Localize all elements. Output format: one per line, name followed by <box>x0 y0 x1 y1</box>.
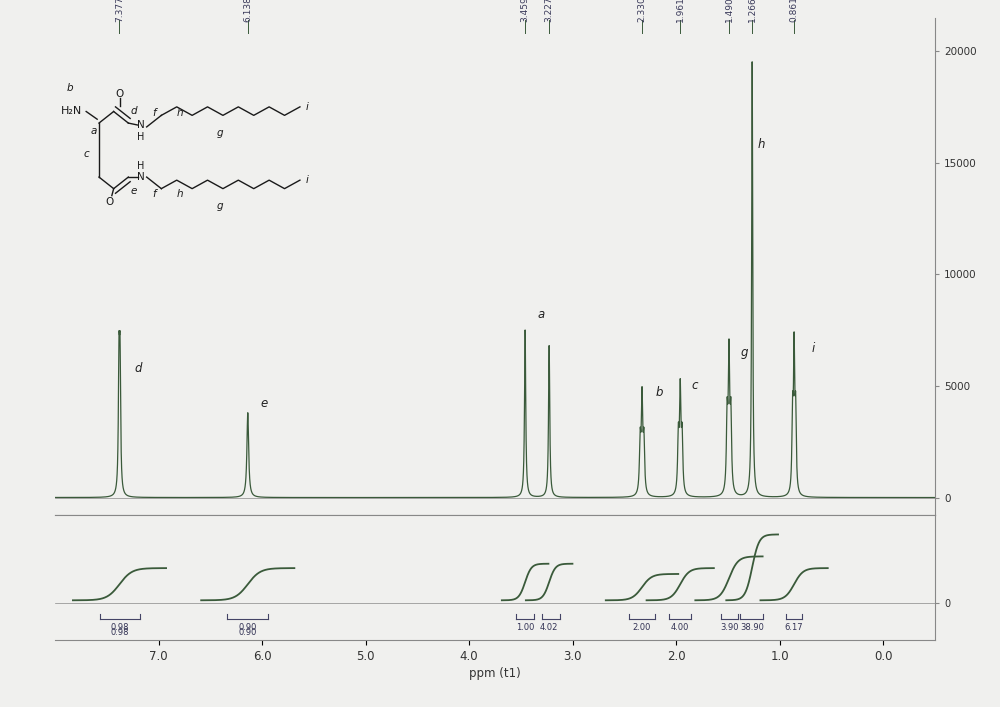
Text: 2.330: 2.330 <box>638 0 647 22</box>
Text: g: g <box>741 346 748 359</box>
Text: 4.00: 4.00 <box>671 624 689 633</box>
Text: 7.377: 7.377 <box>115 0 124 22</box>
Text: 1.266: 1.266 <box>748 0 757 22</box>
Text: 6.138: 6.138 <box>243 0 252 22</box>
Text: 0.90: 0.90 <box>239 628 257 637</box>
Text: 6.17: 6.17 <box>785 624 803 633</box>
Text: 0.98: 0.98 <box>110 628 129 637</box>
Text: 3.90: 3.90 <box>720 624 739 633</box>
Text: 0.861: 0.861 <box>790 0 799 22</box>
Text: 38.90: 38.90 <box>740 624 764 633</box>
Text: b: b <box>656 386 663 399</box>
Text: 2.00: 2.00 <box>633 624 651 633</box>
Text: e: e <box>261 397 268 410</box>
X-axis label: ppm (t1): ppm (t1) <box>469 667 521 679</box>
Text: 3.459: 3.459 <box>521 0 530 22</box>
Text: i: i <box>811 341 814 354</box>
Text: 3.227: 3.227 <box>545 0 554 22</box>
Text: d: d <box>134 361 142 375</box>
Text: 0.90: 0.90 <box>239 624 257 633</box>
Text: c: c <box>692 380 698 392</box>
Text: a: a <box>538 308 545 321</box>
Text: 1.00: 1.00 <box>516 624 534 633</box>
Text: 1.961: 1.961 <box>676 0 685 22</box>
Text: 0.98: 0.98 <box>110 624 129 633</box>
Text: 1.490: 1.490 <box>724 0 733 22</box>
Text: 4.02: 4.02 <box>540 624 558 633</box>
Text: h: h <box>757 139 765 151</box>
